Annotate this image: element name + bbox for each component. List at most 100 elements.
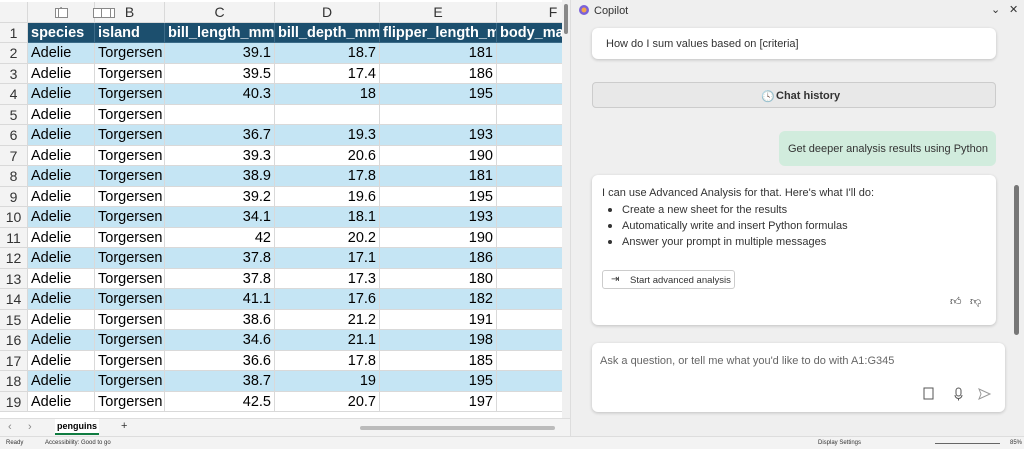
input-icons[interactable] [922, 387, 1002, 401]
zoom-level[interactable]: 85% [1010, 440, 1023, 446]
table-cell[interactable]: Torgersen [95, 145, 165, 166]
table-cell[interactable] [497, 104, 570, 125]
table-cell[interactable]: 17.4 [275, 63, 380, 84]
table-cell[interactable]: 3 [497, 268, 570, 289]
row-header[interactable]: 13 [0, 268, 28, 289]
prompt-input[interactable]: Ask a question, or tell me what you'd li… [592, 343, 1005, 412]
scroll-thumb[interactable] [564, 4, 568, 34]
table-cell[interactable]: Torgersen [95, 391, 165, 412]
table-cell[interactable]: Adelie [28, 186, 95, 207]
table-cell[interactable]: 181 [380, 43, 497, 64]
table-cell[interactable] [165, 104, 275, 125]
table-cell[interactable]: 20.7 [275, 391, 380, 412]
table-cell[interactable]: 186 [380, 248, 497, 269]
row-header[interactable]: 17 [0, 350, 28, 371]
table-cell[interactable]: 17.1 [275, 248, 380, 269]
table-cell[interactable]: Adelie [28, 350, 95, 371]
table-cell[interactable]: 4 [497, 330, 570, 351]
table-cell[interactable]: 20.6 [275, 145, 380, 166]
table-cell[interactable]: 3 [497, 289, 570, 310]
table-header-cell[interactable]: bill_length_mm [165, 22, 275, 43]
table-cell[interactable]: Adelie [28, 63, 95, 84]
thumbs-up[interactable]: 👍︎ [950, 296, 962, 308]
table-cell[interactable]: 18.7 [275, 43, 380, 64]
table-cell[interactable]: 3 [497, 84, 570, 105]
table-header-cell[interactable]: flipper_length_m [380, 22, 497, 43]
table-cell[interactable]: 42 [165, 227, 275, 248]
table-cell[interactable]: Torgersen [95, 309, 165, 330]
table-cell[interactable] [380, 104, 497, 125]
table-cell[interactable]: 18.1 [275, 207, 380, 228]
row-header[interactable]: 11 [0, 227, 28, 248]
table-cell[interactable]: Torgersen [95, 227, 165, 248]
table-cell[interactable]: 4 [497, 227, 570, 248]
row-header[interactable]: 9 [0, 186, 28, 207]
table-cell[interactable]: 38.6 [165, 309, 275, 330]
filter-button[interactable] [101, 8, 111, 18]
table-cell[interactable]: 190 [380, 145, 497, 166]
display-settings[interactable]: Display Settings [818, 440, 862, 446]
table-cell[interactable]: 21.1 [275, 330, 380, 351]
table-header-cell[interactable]: bill_depth_mm [275, 22, 380, 43]
table-cell[interactable]: 34.1 [165, 207, 275, 228]
row-header[interactable]: 3 [0, 63, 28, 84]
nav-prev[interactable]: ‹ [8, 421, 12, 433]
table-cell[interactable]: 39.3 [165, 145, 275, 166]
table-cell[interactable]: 191 [380, 309, 497, 330]
table-cell[interactable]: Torgersen [95, 84, 165, 105]
table-cell[interactable]: Adelie [28, 289, 95, 310]
table-cell[interactable]: 37.8 [165, 268, 275, 289]
table-cell[interactable]: 19 [275, 371, 380, 392]
table-cell[interactable]: 37.8 [165, 248, 275, 269]
table-cell[interactable]: 42.5 [165, 391, 275, 412]
table-cell[interactable]: Torgersen [95, 350, 165, 371]
row-header[interactable]: 6 [0, 125, 28, 146]
row-header[interactable]: 12 [0, 248, 28, 269]
table-cell[interactable]: Torgersen [95, 330, 165, 351]
table-cell[interactable]: Adelie [28, 145, 95, 166]
chat-history-button[interactable]: 🕓 Chat history [592, 82, 996, 108]
table-cell[interactable]: 3 [497, 207, 570, 228]
row-header[interactable]: 19 [0, 391, 28, 412]
column-header[interactable]: D [275, 2, 380, 23]
table-cell[interactable]: 17.8 [275, 166, 380, 187]
table-cell[interactable]: 38.9 [165, 166, 275, 187]
row-header[interactable]: 14 [0, 289, 28, 310]
table-cell[interactable]: 193 [380, 125, 497, 146]
table-cell[interactable]: Torgersen [95, 186, 165, 207]
table-cell[interactable]: 39.5 [165, 63, 275, 84]
table-cell[interactable]: Adelie [28, 104, 95, 125]
table-cell[interactable]: 190 [380, 227, 497, 248]
table-cell[interactable]: 3 [497, 309, 570, 330]
table-cell[interactable]: Adelie [28, 268, 95, 289]
table-cell[interactable] [275, 104, 380, 125]
table-cell[interactable]: 17.6 [275, 289, 380, 310]
table-cell[interactable]: 195 [380, 371, 497, 392]
vertical-scrollbar[interactable] [562, 0, 570, 418]
table-cell[interactable]: Adelie [28, 207, 95, 228]
table-cell[interactable]: Torgersen [95, 289, 165, 310]
table-cell[interactable]: Torgersen [95, 63, 165, 84]
table-cell[interactable]: Adelie [28, 84, 95, 105]
thumbs-down[interactable]: 👎︎ [970, 296, 982, 308]
table-cell[interactable]: 186 [380, 63, 497, 84]
table-cell[interactable]: 17.3 [275, 268, 380, 289]
row-header[interactable]: 1 [0, 22, 28, 43]
collapse-button[interactable]: ⌄ [991, 4, 1001, 16]
table-cell[interactable]: Torgersen [95, 207, 165, 228]
table-cell[interactable]: 41.1 [165, 289, 275, 310]
table-cell[interactable]: 20.2 [275, 227, 380, 248]
close-button[interactable]: ✕ [1009, 4, 1019, 16]
add-sheet[interactable]: + [121, 420, 128, 432]
table-cell[interactable]: 181 [380, 166, 497, 187]
table-cell[interactable]: Torgersen [95, 166, 165, 187]
table-cell[interactable]: 3 [497, 248, 570, 269]
table-cell[interactable]: Adelie [28, 166, 95, 187]
start-analysis-button[interactable]: ⇥ Start advanced analysis [602, 270, 735, 289]
sheet-tab[interactable]: penguins [55, 419, 99, 435]
row-header[interactable]: 4 [0, 84, 28, 105]
table-header-cell[interactable]: island [95, 22, 165, 43]
table-cell[interactable]: 197 [380, 391, 497, 412]
table-cell[interactable]: Torgersen [95, 125, 165, 146]
table-cell[interactable]: Torgersen [95, 43, 165, 64]
